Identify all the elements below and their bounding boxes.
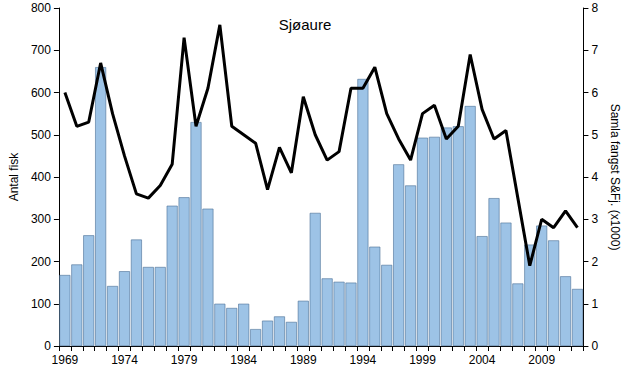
svg-text:0: 0 [591,339,598,353]
svg-text:1999: 1999 [409,353,436,367]
svg-text:1979: 1979 [171,353,198,367]
svg-text:7: 7 [591,43,598,57]
svg-text:Samla fangst S&Fj. (x1000): Samla fangst S&Fj. (x1000) [608,104,622,251]
svg-text:800: 800 [31,1,51,15]
svg-text:100: 100 [31,297,51,311]
svg-text:300: 300 [31,212,51,226]
svg-text:Antal fisk: Antal fisk [7,152,21,202]
svg-text:500: 500 [31,128,51,142]
svg-text:1969: 1969 [52,353,79,367]
svg-text:400: 400 [31,170,51,184]
svg-text:2009: 2009 [528,353,555,367]
svg-text:600: 600 [31,86,51,100]
svg-text:4: 4 [591,170,598,184]
svg-text:Sjøaure: Sjøaure [279,16,332,33]
svg-text:2004: 2004 [469,353,496,367]
svg-text:5: 5 [591,128,598,142]
svg-text:1989: 1989 [290,353,317,367]
svg-text:6: 6 [591,86,598,100]
svg-text:1984: 1984 [230,353,257,367]
svg-text:1974: 1974 [111,353,138,367]
svg-text:1: 1 [591,297,598,311]
svg-text:3: 3 [591,212,598,226]
svg-text:1994: 1994 [350,353,377,367]
svg-text:8: 8 [591,1,598,15]
svg-text:2: 2 [591,255,598,269]
svg-text:200: 200 [31,255,51,269]
svg-text:700: 700 [31,43,51,57]
svg-text:0: 0 [44,339,51,353]
